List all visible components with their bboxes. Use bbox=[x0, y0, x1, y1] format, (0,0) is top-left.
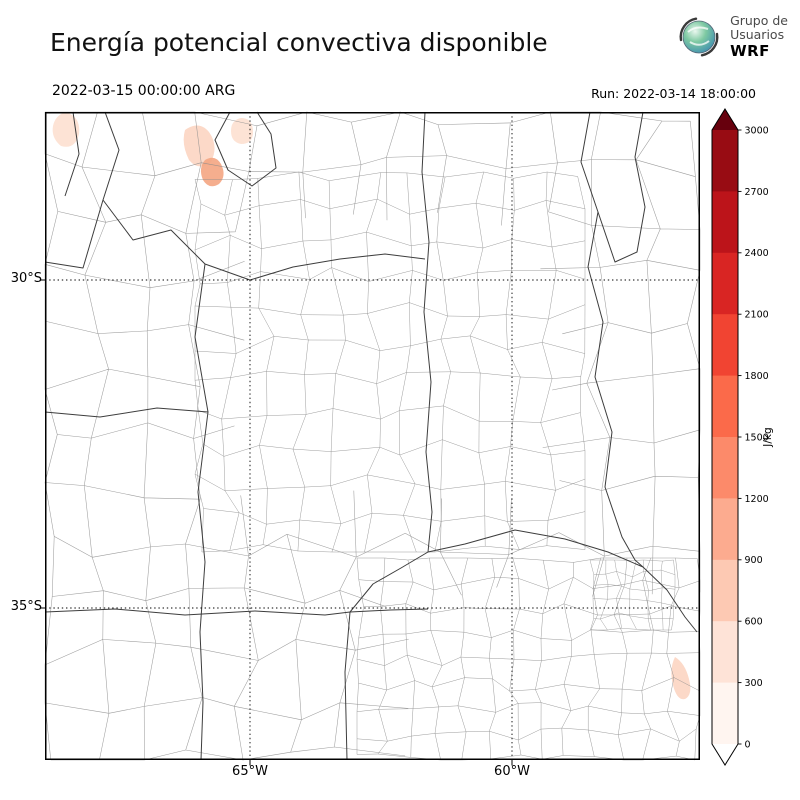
colorbar-tick-label: 3000 bbox=[745, 125, 769, 136]
province-border bbox=[204, 253, 426, 281]
cape-patch bbox=[200, 157, 224, 187]
province-border bbox=[64, 111, 80, 197]
logo-line-3: WRF bbox=[730, 41, 770, 60]
cape-patch bbox=[671, 657, 691, 700]
valid-time-label: 2022-03-15 00:00:00 ARG bbox=[52, 83, 236, 99]
map-frame bbox=[45, 112, 700, 760]
cape-patch bbox=[52, 112, 80, 147]
colorbar-tick-label: 600 bbox=[745, 617, 763, 628]
province-border bbox=[597, 111, 646, 263]
cape-patch bbox=[231, 118, 253, 144]
department-boundaries-medium bbox=[194, 171, 586, 553]
partido-boundaries-amba bbox=[589, 559, 676, 631]
colorbar-tick-label: 1200 bbox=[745, 494, 769, 505]
lon-label-65w: 65°W bbox=[232, 764, 268, 779]
wrf-logo: Grupo de Usuarios WRF bbox=[676, 13, 788, 60]
logo-line-2: Usuarios bbox=[730, 27, 785, 43]
map-canvas bbox=[40, 111, 701, 766]
colorbar-unit-label: J/kg bbox=[762, 427, 774, 447]
colorbar-tick-label: 2700 bbox=[745, 187, 769, 198]
colorbar-tick-label: 2100 bbox=[745, 310, 769, 321]
run-time-label: Run: 2022-03-14 18:00:00 bbox=[591, 86, 756, 101]
lat-label-35s: 35°S bbox=[10, 599, 42, 614]
province-border bbox=[44, 199, 104, 269]
province-border bbox=[580, 111, 644, 568]
colorbar-tick-label: 2400 bbox=[745, 248, 769, 259]
province-border bbox=[102, 111, 206, 265]
province-border bbox=[427, 529, 698, 633]
province-border bbox=[44, 407, 209, 418]
colorbar-canvas: 30002700240021001800150012009006003000J/… bbox=[711, 108, 774, 766]
wrf-globe-icon bbox=[679, 17, 719, 57]
colorbar-tick-label: 0 bbox=[745, 739, 751, 750]
weather-map bbox=[40, 111, 701, 766]
logo-line-1: Grupo de bbox=[730, 13, 788, 28]
colorbar-tick-label: 900 bbox=[745, 555, 763, 566]
colorbar-tick-label: 300 bbox=[745, 678, 763, 689]
wrf-logo-text: Grupo de Usuarios WRF bbox=[730, 13, 788, 60]
page-title: Energía potencial convectiva disponible bbox=[50, 28, 548, 57]
lon-label-60w: 60°W bbox=[494, 764, 530, 779]
colorbar-tick-label: 1800 bbox=[745, 371, 769, 382]
province-border bbox=[214, 111, 277, 187]
lat-label-30s: 30°S bbox=[10, 271, 42, 286]
colorbar-tick-label: 1500 bbox=[745, 432, 769, 443]
colorbar: 3000 2700 2400 2100 1800 1500 1200 900 600 300 0 J/… bbox=[708, 106, 780, 768]
province-border bbox=[421, 111, 433, 553]
province-border bbox=[344, 551, 429, 761]
province-border bbox=[194, 263, 209, 761]
province-border bbox=[44, 608, 429, 616]
partido-boundaries-buenosaires bbox=[356, 557, 701, 761]
